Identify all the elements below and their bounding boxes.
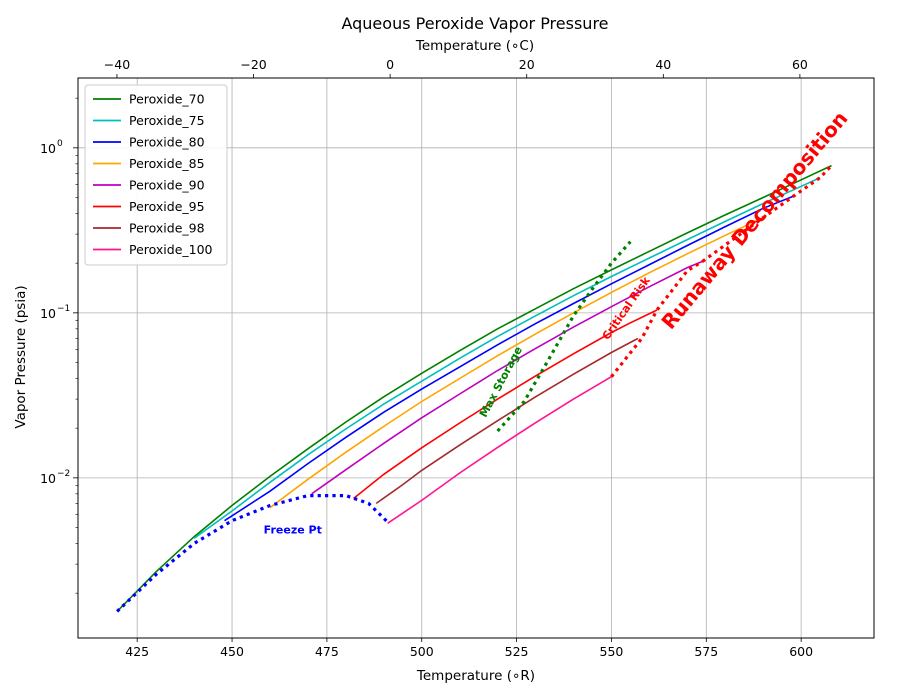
x-top-tick-label: 0 (386, 57, 394, 72)
x-axis-top-label: Temperature (∘C) (415, 38, 534, 54)
chart-title: Aqueous Peroxide Vapor Pressure (341, 14, 608, 33)
y-tick-exponent: −1 (57, 304, 70, 314)
x-top-tick-label: −20 (240, 57, 266, 72)
plot-area (116, 164, 833, 613)
x-tick-label: 450 (220, 644, 244, 659)
annotation-label: Freeze Pt (264, 523, 322, 536)
axis-ticks: 425 450 475 500 525 550 575 600−40 −20 0 20 40 6010−… (40, 57, 813, 659)
series-line (224, 195, 794, 522)
y-tick-label: 10 (40, 471, 56, 486)
x-top-tick-label: −40 (104, 57, 130, 72)
x-tick-label: 500 (410, 644, 434, 659)
legend-item: Peroxide_80 (129, 135, 205, 150)
grid-lines (78, 78, 874, 638)
y-tick-exponent: −2 (57, 469, 70, 479)
x-tick-label: 600 (789, 644, 813, 659)
legend-item: Peroxide_85 (129, 156, 205, 171)
series-line (387, 376, 612, 524)
x-tick-label: 575 (694, 644, 718, 659)
y-tick-label: 10 (40, 306, 56, 321)
x-tick-label: 425 (125, 644, 149, 659)
x-top-tick-label: 20 (519, 57, 535, 72)
legend-item: Peroxide_75 (129, 113, 205, 128)
y-tick-exponent: 0 (57, 139, 63, 149)
axes-frame (77, 77, 875, 639)
legend-box (84, 84, 228, 266)
reference-line (496, 240, 632, 433)
series-line (353, 309, 658, 500)
series-line (193, 176, 821, 539)
y-tick-label: 10 (40, 141, 56, 156)
legend-item: Peroxide_95 (129, 199, 205, 214)
series-line (375, 337, 639, 505)
series-line (116, 164, 832, 612)
legend-item: Peroxide_98 (129, 221, 205, 236)
legend: Peroxide_70 Peroxide_75 Peroxide_80 Peroxid… (84, 84, 228, 266)
reference-line (116, 494, 389, 613)
x-top-tick-label: 40 (655, 57, 671, 72)
series-line (311, 260, 703, 495)
legend-item: Peroxide_90 (129, 178, 205, 193)
series-line (269, 216, 764, 509)
y-axis-label: Vapor Pressure (psia) (13, 285, 29, 428)
reference-line (701, 164, 833, 263)
x-top-tick-label: 60 (792, 57, 808, 72)
x-axis-label: Temperature (∘R) (416, 668, 535, 684)
legend-item: Peroxide_100 (129, 242, 213, 257)
x-tick-label: 550 (600, 644, 624, 659)
legend-item: Peroxide_70 (129, 92, 205, 107)
x-tick-label: 475 (315, 644, 339, 659)
reference-line (610, 260, 704, 378)
x-tick-label: 525 (505, 644, 529, 659)
